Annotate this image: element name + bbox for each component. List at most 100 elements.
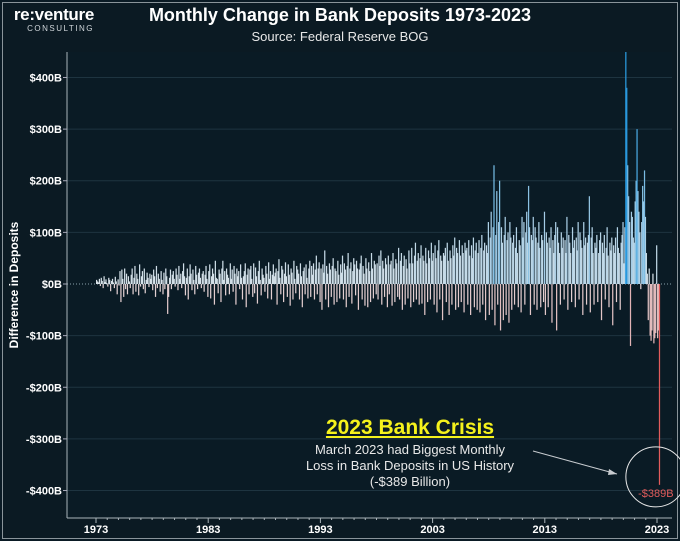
bar [130,274,132,284]
bar [389,264,391,284]
bar [158,278,160,284]
bar [174,284,176,287]
bar [482,284,484,305]
bar [280,284,282,295]
bar [142,284,144,290]
bar [293,260,295,284]
bar [478,240,480,284]
bar [548,237,550,284]
x-tick-label: 2003 [420,524,444,536]
bar [344,269,346,284]
bar [378,255,380,284]
bar [159,284,161,292]
bar [504,216,506,284]
bar [547,284,549,308]
bar [556,227,559,284]
bar [311,274,314,284]
bar [628,196,630,284]
bar [546,242,548,284]
bar [473,284,475,308]
bar [153,276,156,284]
bar [211,268,214,284]
bar [603,234,605,284]
bar [444,247,446,284]
bar [356,268,359,284]
bar [387,255,389,284]
bar [125,273,128,284]
bar [477,253,479,284]
bar [637,191,639,284]
bar [554,234,556,284]
bar [233,265,235,284]
y-tick-label: -$400B [26,486,62,498]
bar [515,227,518,284]
bar [650,284,652,341]
bar [494,284,496,326]
bar [487,222,489,284]
bar [579,232,581,284]
bar [514,247,517,284]
bar [383,268,385,284]
bar [613,253,616,284]
bar [278,259,280,284]
bar [97,282,100,284]
bar [160,271,162,284]
bar [343,263,346,284]
bar [259,279,261,284]
bar [145,279,147,284]
bar [483,250,485,284]
bar [585,284,588,305]
bar [235,284,237,305]
bar [639,232,641,284]
bar [610,250,612,284]
bar [627,165,629,284]
bar [613,245,615,284]
bar [348,284,350,297]
bar [151,274,153,284]
bar [335,271,337,284]
bar [96,281,99,284]
y-tick-label: -$200B [26,382,62,394]
bar [110,280,113,284]
bar [310,284,312,297]
bar [191,284,193,291]
bar [171,274,173,284]
bar [370,253,373,284]
bar [485,245,488,284]
bar [239,264,242,284]
bar [363,273,365,284]
annotation-line: (-$389 Billion) [369,474,451,489]
bar [491,284,493,310]
bar [260,284,262,296]
bar [607,255,609,284]
bar [530,234,533,284]
bar [201,273,203,284]
bar [533,284,535,305]
bar [648,268,650,284]
bar [594,242,596,284]
bar [304,284,306,295]
bar [208,271,210,284]
bar [539,247,541,284]
bar [253,263,255,284]
bar [442,253,445,284]
bar [245,284,247,308]
bar [98,278,101,284]
bar [634,201,636,284]
bar [274,272,276,284]
bar [315,255,317,284]
bar [658,284,661,485]
bar [329,269,331,284]
bar [148,284,150,288]
bar [454,237,456,284]
bar [113,284,115,289]
bar [540,284,542,308]
bar [188,276,190,284]
bar [234,273,236,284]
bar [435,258,437,284]
bar [330,284,332,297]
bar [549,247,551,284]
bar [340,264,342,284]
bar [181,284,183,289]
bar [288,274,290,284]
